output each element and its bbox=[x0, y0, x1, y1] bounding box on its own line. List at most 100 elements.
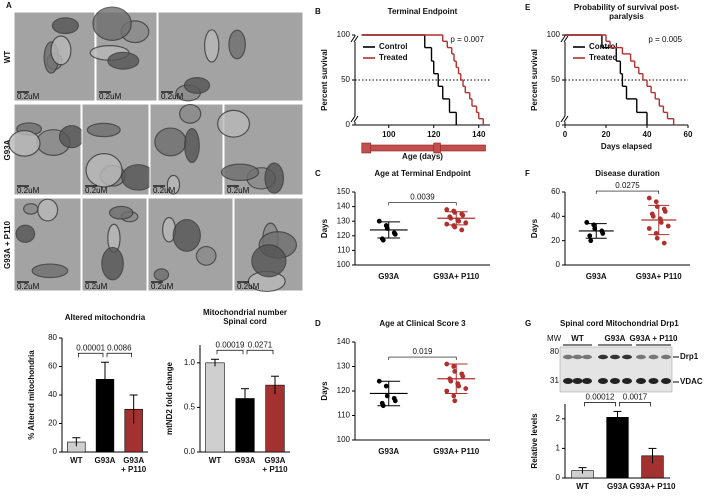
annotation: p = 0.005 bbox=[648, 35, 682, 44]
data-point bbox=[444, 221, 450, 227]
y-tick-label: 0.5 bbox=[184, 403, 196, 412]
panel-letter: B bbox=[315, 7, 321, 16]
blot-band bbox=[648, 378, 659, 384]
significance-bracket bbox=[388, 202, 457, 206]
x-tick-label: G93A bbox=[378, 447, 399, 456]
scale-label: 0.2uM bbox=[99, 92, 122, 101]
y-tick-label: 50 bbox=[341, 75, 350, 84]
scale-label: 0.2uM bbox=[151, 282, 174, 291]
x-tick-label: 60 bbox=[684, 130, 693, 139]
scale-label: 0.2uM bbox=[227, 186, 250, 195]
y-tick-label: 140 bbox=[337, 202, 351, 211]
scale-label: 0.2uM bbox=[237, 282, 260, 291]
data-point bbox=[653, 199, 659, 205]
lane-label: WT bbox=[571, 334, 584, 343]
data-point bbox=[456, 218, 462, 224]
significance-label: 0.0275 bbox=[615, 181, 640, 190]
data-point bbox=[392, 398, 398, 404]
data-point bbox=[665, 223, 671, 229]
blot-band bbox=[622, 378, 632, 384]
x-tick-label: G93A+ P110 bbox=[433, 272, 480, 281]
axis-break bbox=[351, 36, 359, 42]
significance-label: 0.019 bbox=[412, 347, 433, 356]
micrograph-texture bbox=[23, 203, 39, 215]
data-point bbox=[451, 393, 457, 399]
panel-letter: E bbox=[525, 3, 531, 12]
mw-marker: 31 bbox=[550, 376, 559, 385]
data-point bbox=[392, 231, 398, 237]
significance-label: 0.00019 bbox=[216, 340, 245, 349]
significance-label: 0.00012 bbox=[586, 393, 615, 402]
x-tick-label: G93A+ P110 bbox=[629, 482, 676, 491]
blot-band bbox=[598, 378, 608, 384]
micrograph-texture bbox=[50, 35, 72, 66]
micrograph-texture bbox=[179, 103, 202, 124]
y-tick-label: 0 bbox=[346, 120, 351, 129]
x-tick-label: 140 bbox=[472, 130, 486, 139]
blot-band bbox=[563, 354, 573, 360]
significance-label: 0.0017 bbox=[623, 393, 648, 402]
blot-band bbox=[610, 378, 620, 384]
y-tick-label: 120 bbox=[337, 231, 351, 240]
chart-title: Age at Clinical Score 3 bbox=[379, 319, 466, 328]
axis-break bbox=[560, 35, 566, 43]
y-tick-label: 120 bbox=[337, 386, 351, 395]
y-tick-label: 110 bbox=[337, 411, 350, 420]
significance-label: 0.00001 bbox=[76, 343, 105, 352]
y-tick-label: 50 bbox=[551, 75, 560, 84]
y-tick-label: 130 bbox=[337, 362, 351, 371]
y-tick-label: 100 bbox=[337, 435, 351, 444]
blot-band bbox=[610, 354, 620, 360]
data-point bbox=[459, 227, 465, 233]
micrograph-texture bbox=[86, 122, 121, 138]
significance-bracket bbox=[77, 352, 104, 358]
data-point bbox=[456, 383, 462, 389]
y-tick-label: 0 bbox=[556, 260, 561, 269]
axis-break bbox=[350, 115, 356, 123]
bar bbox=[606, 417, 629, 479]
panel-letter: D bbox=[315, 319, 321, 328]
band-label: Drp1 bbox=[680, 352, 699, 361]
band-label: VDAC bbox=[680, 377, 703, 386]
chart-title: Terminal Endpoint bbox=[388, 7, 458, 16]
blot-band bbox=[598, 354, 608, 360]
y-tick-label: 0 bbox=[556, 473, 561, 482]
data-point bbox=[452, 398, 458, 404]
scale-label: 0.2uM bbox=[17, 282, 40, 291]
data-point bbox=[451, 364, 457, 369]
mw-label: MW bbox=[547, 334, 562, 343]
micrograph-texture bbox=[166, 174, 181, 195]
significance-label: 0.0039 bbox=[410, 193, 435, 202]
y-tick-label: 80 bbox=[48, 333, 57, 342]
y-tick-label: 60 bbox=[551, 187, 560, 196]
row-label: WT bbox=[3, 51, 12, 64]
data-point bbox=[463, 386, 469, 391]
y-axis-label: Days bbox=[530, 218, 539, 238]
axis-break bbox=[563, 35, 569, 43]
x-tick-label: 0 bbox=[563, 130, 568, 139]
micrograph-texture bbox=[31, 263, 69, 279]
legend-label: Control bbox=[589, 42, 617, 51]
micrograph-texture bbox=[8, 129, 41, 157]
bar bbox=[265, 384, 285, 453]
bar bbox=[205, 362, 225, 453]
data-point bbox=[452, 224, 458, 230]
data-point bbox=[646, 226, 652, 231]
axis-break bbox=[353, 35, 359, 43]
significance-bracket bbox=[619, 402, 651, 407]
blot-band bbox=[636, 378, 646, 384]
y-tick-label: 2 bbox=[556, 414, 561, 423]
x-tick-label: G93A+ P110 bbox=[121, 456, 147, 474]
blot-band bbox=[582, 378, 592, 384]
y-tick-label: 0 bbox=[53, 447, 58, 456]
x-tick-label: WT bbox=[576, 482, 589, 491]
micrograph-texture bbox=[154, 127, 187, 157]
data-point bbox=[444, 388, 450, 394]
micrograph-texture bbox=[37, 198, 59, 222]
axis-break bbox=[560, 115, 566, 123]
y-tick-label: 100 bbox=[337, 30, 351, 39]
y-tick-label: 1 bbox=[556, 444, 561, 453]
axis-break bbox=[561, 36, 569, 42]
lane-label: G93A + P110 bbox=[630, 334, 679, 343]
significance-bracket bbox=[106, 352, 133, 358]
